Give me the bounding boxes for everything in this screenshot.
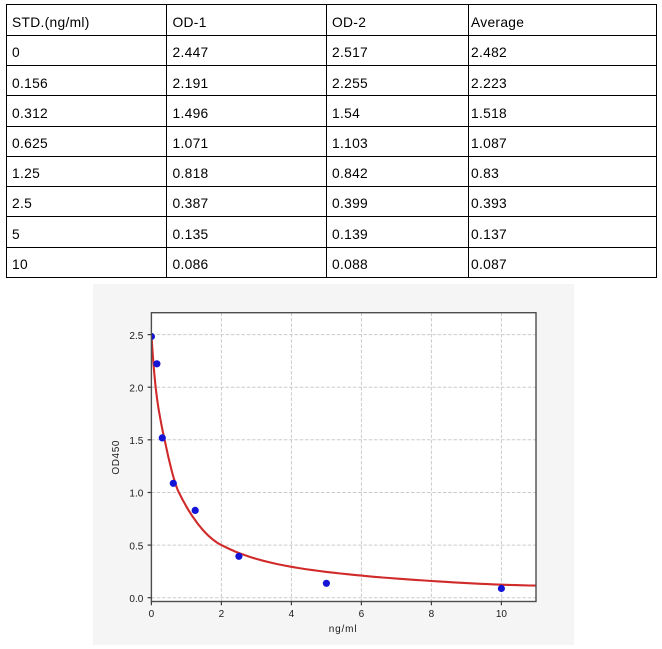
svg-text:0.0: 0.0 <box>129 594 143 605</box>
svg-text:2.0: 2.0 <box>129 384 143 395</box>
svg-text:2: 2 <box>219 609 225 620</box>
svg-text:2.5: 2.5 <box>129 331 143 342</box>
svg-text:4: 4 <box>289 609 295 620</box>
svg-text:8: 8 <box>429 609 435 620</box>
svg-text:6: 6 <box>359 609 365 620</box>
svg-text:OD450: OD450 <box>111 440 122 475</box>
svg-text:0.5: 0.5 <box>129 541 143 552</box>
svg-text:1.5: 1.5 <box>129 436 143 447</box>
svg-text:1.0: 1.0 <box>129 489 143 500</box>
svg-text:0: 0 <box>149 609 155 620</box>
svg-text:10: 10 <box>496 609 508 620</box>
svg-text:ng/ml: ng/ml <box>329 624 358 635</box>
